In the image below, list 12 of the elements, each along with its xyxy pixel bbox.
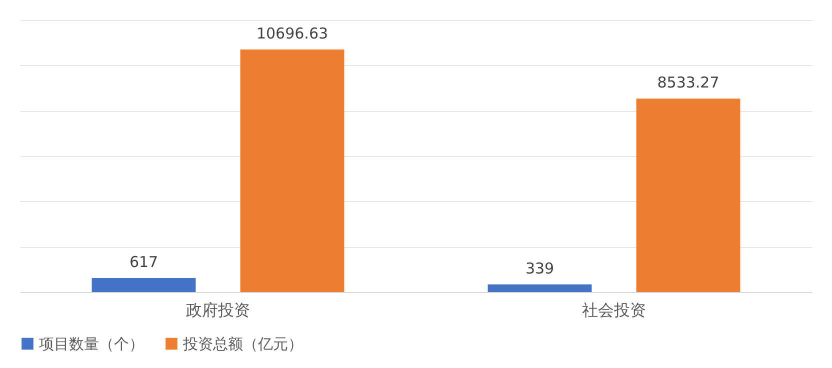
legend-label: 投资总额（亿元） bbox=[182, 334, 303, 353]
bar bbox=[240, 50, 344, 292]
data-label: 617 bbox=[129, 253, 158, 272]
data-label: 10696.63 bbox=[256, 24, 328, 43]
x-tick-label: 政府投资 bbox=[186, 300, 250, 320]
legend-label: 项目数量（个） bbox=[39, 334, 144, 353]
bar bbox=[636, 98, 740, 292]
bar bbox=[92, 278, 196, 292]
x-tick-label: 社会投资 bbox=[582, 300, 646, 320]
bar bbox=[488, 284, 592, 292]
data-label: 339 bbox=[525, 259, 554, 278]
data-label: 8533.27 bbox=[657, 74, 720, 92]
